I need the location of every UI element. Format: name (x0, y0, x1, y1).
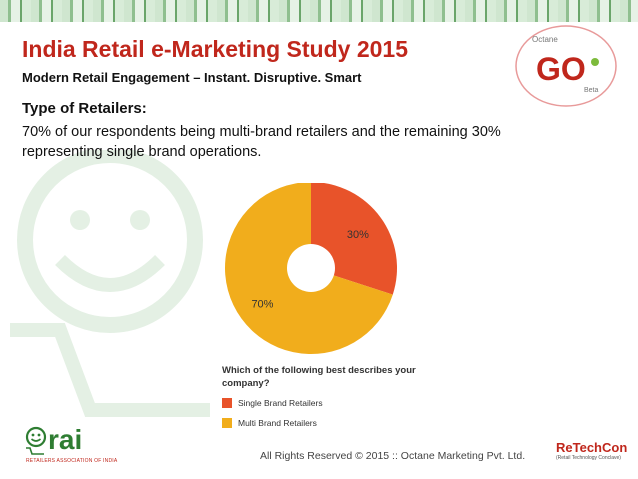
smiley-cart-watermark (10, 150, 210, 417)
legend-item-single-brand: Single Brand Retailers (222, 398, 323, 408)
pie-label-0: 30% (347, 229, 369, 241)
top-decorative-strip (0, 0, 638, 22)
rai-logo-text: rai (48, 424, 83, 455)
legend-swatch-single-brand (222, 398, 232, 408)
retechcon-logo: ReTechCon (Retail Technology Conclave) (556, 440, 628, 470)
legend-label-multi-brand: Multi Brand Retailers (238, 418, 317, 428)
retechcon-logo-subtitle: (Retail Technology Conclave) (556, 455, 621, 461)
logo-main-text: GO (536, 51, 586, 87)
rai-logo-subtitle: RETAILERS ASSOCIATION OF INDIA (26, 458, 118, 464)
logo-top-text: Octane (532, 35, 558, 44)
donut-hole (287, 244, 335, 292)
rai-logo: rai RETAILERS ASSOCIATION OF INDIA (24, 424, 124, 468)
page-title: India Retail e-Marketing Study 2015 (22, 36, 409, 62)
retechcon-logo-text: ReTechCon (556, 440, 628, 455)
legend-item-multi-brand: Multi Brand Retailers (222, 418, 317, 428)
pie-label-1: 70% (251, 298, 273, 310)
octane-go-logo: Octane GO Beta (515, 25, 617, 107)
pie-labels: 30% 70% (251, 229, 369, 310)
retailer-type-donut-chart: 30% 70% (225, 183, 397, 354)
logo-tag-text: Beta (584, 87, 599, 94)
section-heading: Type of Retailers: (22, 100, 147, 117)
body-paragraph: 70% of our respondents being multi-brand… (22, 124, 501, 160)
chart-question: Which of the following best describes yo… (222, 365, 416, 389)
rai-smiley-icon (25, 426, 47, 455)
footer-copyright: All Rights Reserved © 2015 :: Octane Mar… (260, 450, 526, 462)
page-subtitle: Modern Retail Engagement – Instant. Disr… (22, 70, 362, 85)
legend-label-single-brand: Single Brand Retailers (238, 398, 323, 408)
legend-swatch-multi-brand (222, 418, 232, 428)
